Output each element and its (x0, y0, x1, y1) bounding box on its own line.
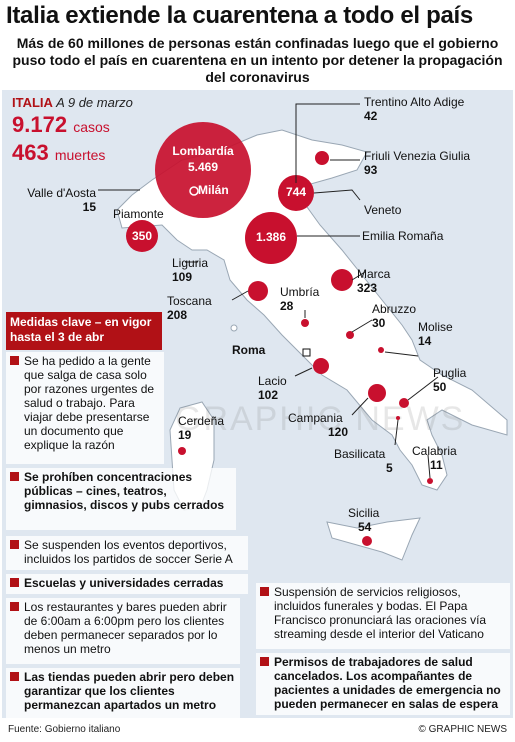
label-friuli: Friuli Venezia Giulia 93 (364, 149, 471, 177)
measures-heading: Medidas clave – en vigor hasta el 3 de a… (6, 312, 162, 350)
bubble-lacio (313, 358, 329, 374)
label-basilicata: Basilicata 5 (334, 447, 393, 475)
bubble-lombardia (155, 122, 251, 218)
leader-lines (98, 103, 439, 479)
bubble-molise (378, 347, 384, 353)
label-umbria: Umbría 28 (280, 285, 320, 313)
label-liguria: Liguria 109 (172, 256, 209, 284)
cases-value: 9.172 (12, 112, 68, 137)
bubble-friuli (315, 151, 329, 165)
rome-marker (302, 348, 311, 357)
bubble-puglia (399, 398, 409, 408)
elba-shape (230, 324, 238, 332)
label-trentino: Trentino Alto Adige 42 (364, 95, 465, 123)
date-label: A 9 de marzo (56, 95, 133, 110)
headline: Italia extiende la cuarentena a todo el … (6, 2, 473, 29)
measure-item-8: Permisos de trabajadores de salud cancel… (256, 653, 510, 715)
measure-item-6: Las tiendas pueden abrir pero deben gara… (6, 668, 240, 718)
sicily-shape (326, 517, 421, 561)
label-molise: Molise 14 (418, 320, 453, 348)
bullet-square-icon (10, 540, 19, 549)
label-campania: Campania 120 (288, 411, 349, 439)
label-lacio: Lacio 102 (258, 374, 287, 402)
bubble-piamonte (126, 220, 158, 252)
bubble-calabria (427, 478, 433, 484)
label-abruzzo: Abruzzo 30 (372, 302, 417, 330)
label-veneto: Veneto (364, 203, 402, 217)
bubble-toscana (248, 281, 268, 301)
label-toscana: Toscana 208 (167, 294, 212, 322)
source-note: Fuente: Gobierno italiano (8, 724, 121, 735)
label-lombardia: Lombardía 5.469 (160, 143, 246, 175)
country-name: ITALIA (12, 95, 53, 110)
italy-map (116, 129, 508, 561)
bullet-square-icon (10, 578, 19, 587)
measure-item-4: Escuelas y universidades cerradas (6, 574, 248, 594)
bubble-sicilia (362, 536, 372, 546)
label-sicilia: Sicilia 54 (348, 506, 380, 534)
label-emilia: Emilia Romaña (362, 229, 444, 243)
measure-item-7: Suspensión de servicios religiosos, incl… (256, 583, 510, 649)
label-piamonte: Piamonte (113, 207, 164, 221)
label-rome: Roma (232, 343, 266, 357)
value-emilia-bubble: 1.386 (255, 230, 287, 244)
region-value: 5.469 (187, 160, 219, 174)
deaths-value: 463 (12, 140, 49, 165)
credit-note: © GRAPHIC NEWS (418, 724, 508, 735)
italy-mainland-shape (116, 129, 508, 491)
deaths-unit: muertes (54, 147, 106, 163)
bubble-basilicata (396, 416, 400, 420)
label-calabria: Calabria 11 (412, 444, 457, 472)
bubble-marca (331, 269, 353, 291)
measure-item-5: Los restaurantes y bares pueden abrir de… (6, 598, 240, 664)
label-valle-daosta: Valle d'Aosta 15 (27, 186, 96, 214)
region-name: Lombardía (172, 144, 234, 158)
watermark-text: GRAPHIC NEWS (175, 400, 466, 438)
cases-unit: casos (73, 119, 110, 135)
bubble-veneto (278, 175, 314, 211)
bullet-square-icon (10, 472, 19, 481)
deaths-stat: 463 muertes (12, 140, 105, 166)
bubble-cerdena (178, 447, 186, 455)
bullet-square-icon (260, 657, 269, 666)
bubble-emilia (245, 212, 297, 264)
label-puglia: Puglia 50 (433, 366, 467, 394)
bubble-umbria (301, 319, 309, 327)
bullet-square-icon (10, 672, 19, 681)
label-milan: Milán (198, 183, 229, 197)
bubble-campania (368, 384, 386, 402)
bubble-abruzzo (346, 331, 354, 339)
milan-marker (189, 186, 199, 196)
bullet-square-icon (10, 356, 19, 365)
value-piamonte-bubble: 350 (131, 229, 153, 243)
measure-item-2: Se prohíben concentraciones públicas – c… (6, 468, 236, 530)
measure-item-1: Se ha pedido a la gente que salga de cas… (6, 352, 164, 464)
bullet-square-icon (10, 602, 19, 611)
measure-item-3: Se suspenden los eventos deportivos, inc… (6, 536, 248, 570)
value-veneto-bubble: 744 (285, 185, 307, 199)
country-heading: ITALIA A 9 de marzo (12, 95, 133, 110)
bullet-square-icon (260, 587, 269, 596)
label-cerdena: Cerdeña 19 (178, 414, 225, 442)
label-marca: Marca 323 (357, 267, 391, 295)
cases-stat: 9.172 casos (12, 112, 110, 138)
subheadline: Más de 60 millones de personas están con… (12, 35, 503, 85)
